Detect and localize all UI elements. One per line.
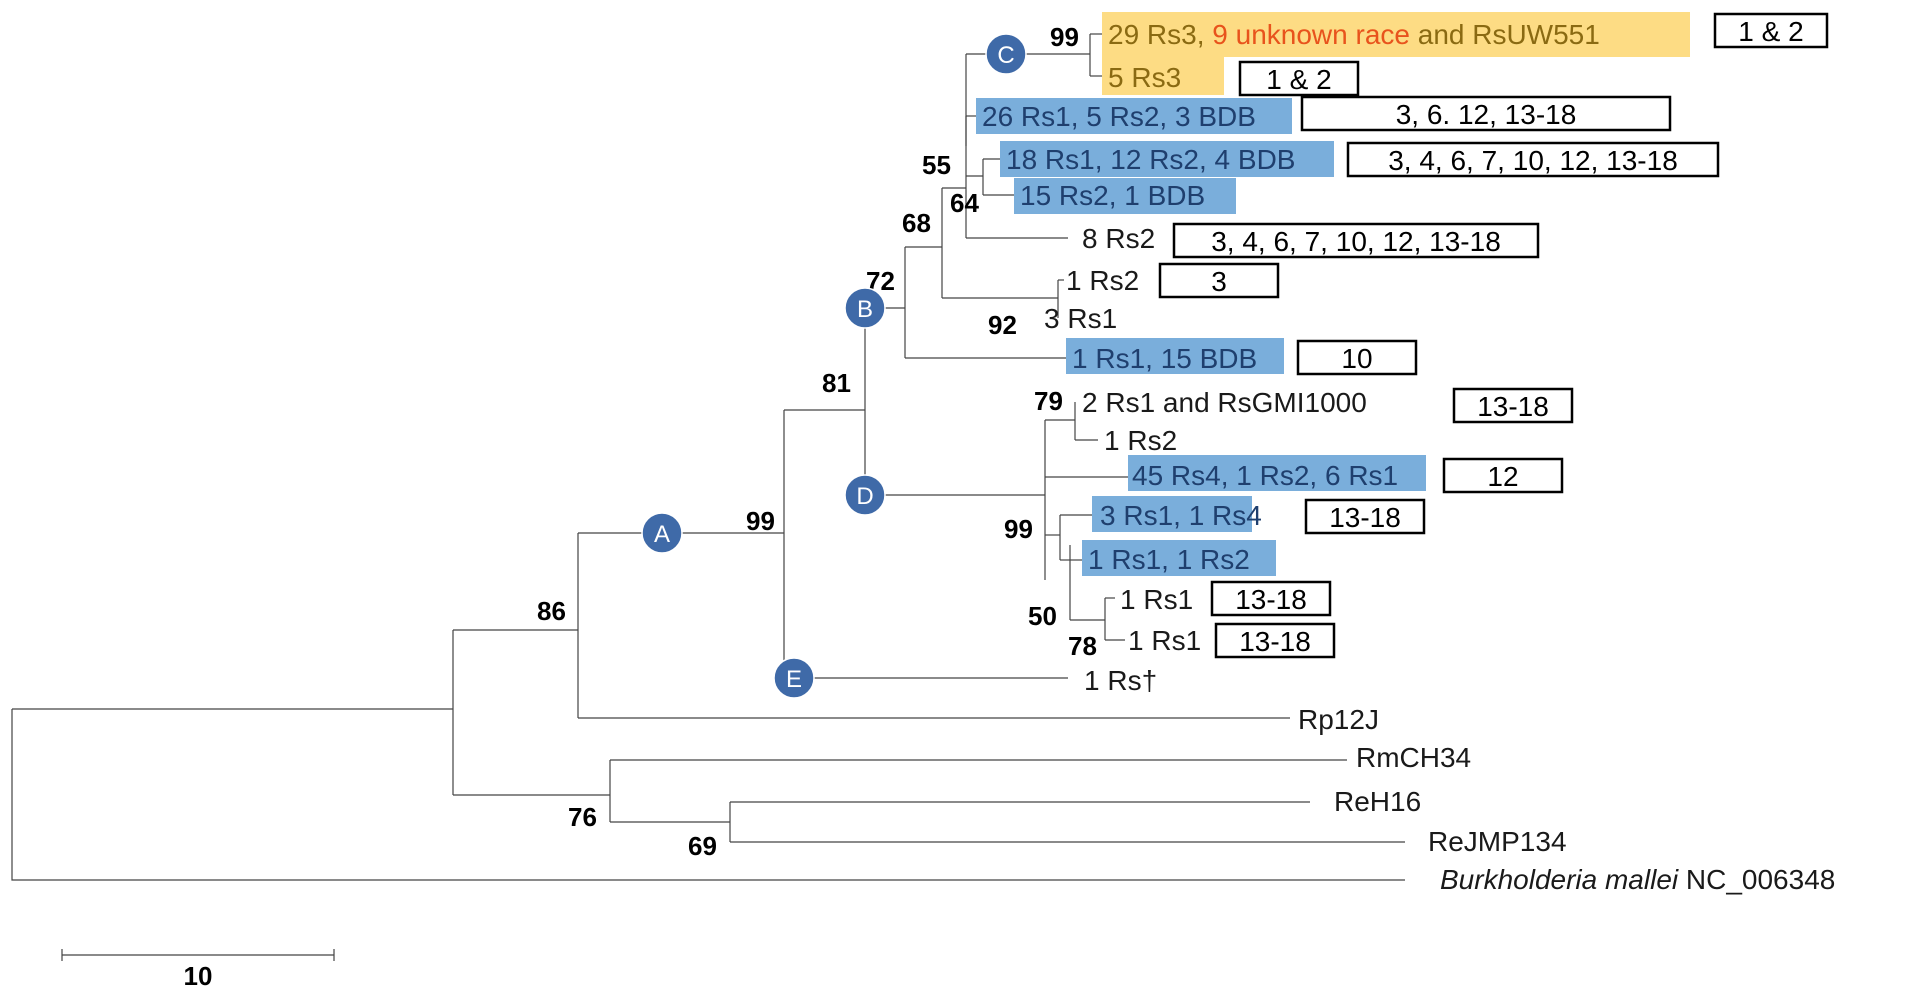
- leaf-label-burkholderia: Burkholderia mallei NC_006348: [1440, 864, 1835, 895]
- leaf-1-part3: and RsUW551: [1410, 19, 1600, 50]
- leaf-label-2: 5 Rs3: [1108, 62, 1181, 93]
- box-7-text: 3: [1211, 266, 1227, 297]
- box-16: [1214, 622, 1336, 659]
- box-4: [1346, 141, 1720, 178]
- box-12-text: 12: [1487, 461, 1518, 492]
- support-99-d: 99: [1004, 514, 1033, 544]
- box-6: [1172, 222, 1540, 259]
- leaf-label-5: 15 Rs2, 1 BDB: [1020, 180, 1205, 211]
- leaf-label-4: 18 Rs1, 12 Rs2, 4 BDB: [1006, 144, 1295, 175]
- leaf-label-10: 2 Rs1 and RsGMI1000: [1082, 387, 1367, 418]
- branch-root: [11, 709, 1405, 881]
- node-d-circle: [844, 474, 886, 516]
- box-10: [1452, 387, 1574, 424]
- leaf-labels: 29 Rs3, 9 unknown race and RsUW551 5 Rs3…: [982, 19, 1835, 895]
- leaf-label-16: 1 Rs1: [1128, 625, 1201, 656]
- box-15-text: 13-18: [1235, 584, 1307, 615]
- support-50: 50: [1028, 601, 1057, 631]
- highlight-leaf-4: [1000, 141, 1334, 177]
- node-d-label: D: [856, 483, 873, 510]
- leaf-label-rp12j: Rp12J: [1298, 704, 1379, 735]
- node-e-circle: [773, 657, 815, 699]
- support-78: 78: [1068, 631, 1097, 661]
- leaf-label-rejmp134: ReJMP134: [1428, 826, 1567, 857]
- box-6-text: 3, 4, 6, 7, 10, 12, 13-18: [1211, 226, 1501, 257]
- leaf-1-part1: 29 Rs3,: [1108, 19, 1212, 50]
- node-e-label: E: [786, 666, 802, 693]
- branches: [11, 33, 1405, 881]
- box-7: [1158, 262, 1280, 299]
- node-b-circle: [844, 287, 886, 329]
- highlight-leaf-5: [1014, 178, 1236, 214]
- leaf-burkholderia-rest: NC_006348: [1678, 864, 1835, 895]
- leaf-label-8: 3 Rs1: [1044, 303, 1117, 334]
- support-c: 99: [1050, 22, 1079, 52]
- node-a-circle: [641, 512, 683, 554]
- box-1-text: 1 & 2: [1738, 16, 1803, 47]
- support-86: 86: [537, 596, 566, 626]
- leaf-1-part2: 9 unknown race: [1212, 19, 1410, 50]
- box-12: [1442, 457, 1564, 494]
- node-c-label: C: [997, 42, 1014, 69]
- node-a-label: A: [654, 521, 670, 548]
- box-13: [1304, 498, 1426, 535]
- leaf-label-11: 1 Rs2: [1104, 425, 1177, 456]
- leaf-label-reh16: ReH16: [1334, 786, 1421, 817]
- leaf-label-17: 1 Rs†: [1084, 665, 1157, 696]
- highlight-leaf-13: [1092, 496, 1252, 532]
- race-boxes: 1 & 2 1 & 2 3, 6. 12, 13-18 3, 4, 6, 7, …: [1158, 12, 1829, 659]
- node-b-label: B: [857, 296, 873, 323]
- box-9: [1296, 339, 1418, 376]
- box-4-text: 3, 4, 6, 7, 10, 12, 13-18: [1388, 145, 1678, 176]
- scale-bar: 10: [61, 949, 335, 991]
- highlight-leaf-9: [1066, 338, 1284, 374]
- box-15: [1210, 580, 1332, 617]
- leaf-label-6: 8 Rs2: [1082, 223, 1155, 254]
- scale-bar-label: 10: [184, 961, 213, 991]
- support-92: 92: [988, 310, 1017, 340]
- highlight-leaf-3: [976, 98, 1292, 134]
- leaf-label-15: 1 Rs1: [1120, 584, 1193, 615]
- box-2-text: 1 & 2: [1266, 64, 1331, 95]
- leaf-label-14: 1 Rs1, 1 Rs2: [1088, 544, 1250, 575]
- box-2: [1238, 60, 1360, 97]
- support-55: 55: [922, 150, 951, 180]
- leaf-label-rmch34: RmCH34: [1356, 742, 1471, 773]
- highlight-clade-c-1: [1102, 12, 1690, 57]
- box-3-text: 3, 6. 12, 13-18: [1396, 99, 1577, 130]
- node-c-circle: [985, 33, 1027, 75]
- leaf-burkholderia-italic: Burkholderia mallei: [1440, 864, 1679, 895]
- support-68: 68: [902, 208, 931, 238]
- highlights: [976, 12, 1690, 576]
- leaf-label-13: 3 Rs1, 1 Rs4: [1100, 500, 1262, 531]
- leaf-label-1: 29 Rs3, 9 unknown race and RsUW551: [1108, 19, 1600, 50]
- box-9-text: 10: [1341, 343, 1372, 374]
- box-1: [1713, 12, 1829, 49]
- node-markers: A B C D E: [641, 33, 1027, 699]
- box-16-text: 13-18: [1239, 626, 1311, 657]
- support-81: 81: [822, 368, 851, 398]
- support-79: 79: [1034, 386, 1063, 416]
- support-64: 64: [950, 188, 979, 218]
- box-13-text: 13-18: [1329, 502, 1401, 533]
- support-99-a: 99: [746, 506, 775, 536]
- support-76: 76: [568, 802, 597, 832]
- highlight-leaf-14: [1082, 540, 1276, 576]
- highlight-clade-c-2: [1102, 57, 1224, 95]
- box-10-text: 13-18: [1477, 391, 1549, 422]
- leaf-label-12: 45 Rs4, 1 Rs2, 6 Rs1: [1132, 460, 1398, 491]
- leaf-label-7: 1 Rs2: [1066, 265, 1139, 296]
- highlight-leaf-12: [1128, 455, 1426, 491]
- leaf-label-3: 26 Rs1, 5 Rs2, 3 BDB: [982, 101, 1256, 132]
- support-69: 69: [688, 831, 717, 861]
- box-3: [1300, 95, 1672, 132]
- leaf-label-9: 1 Rs1, 15 BDB: [1072, 343, 1257, 374]
